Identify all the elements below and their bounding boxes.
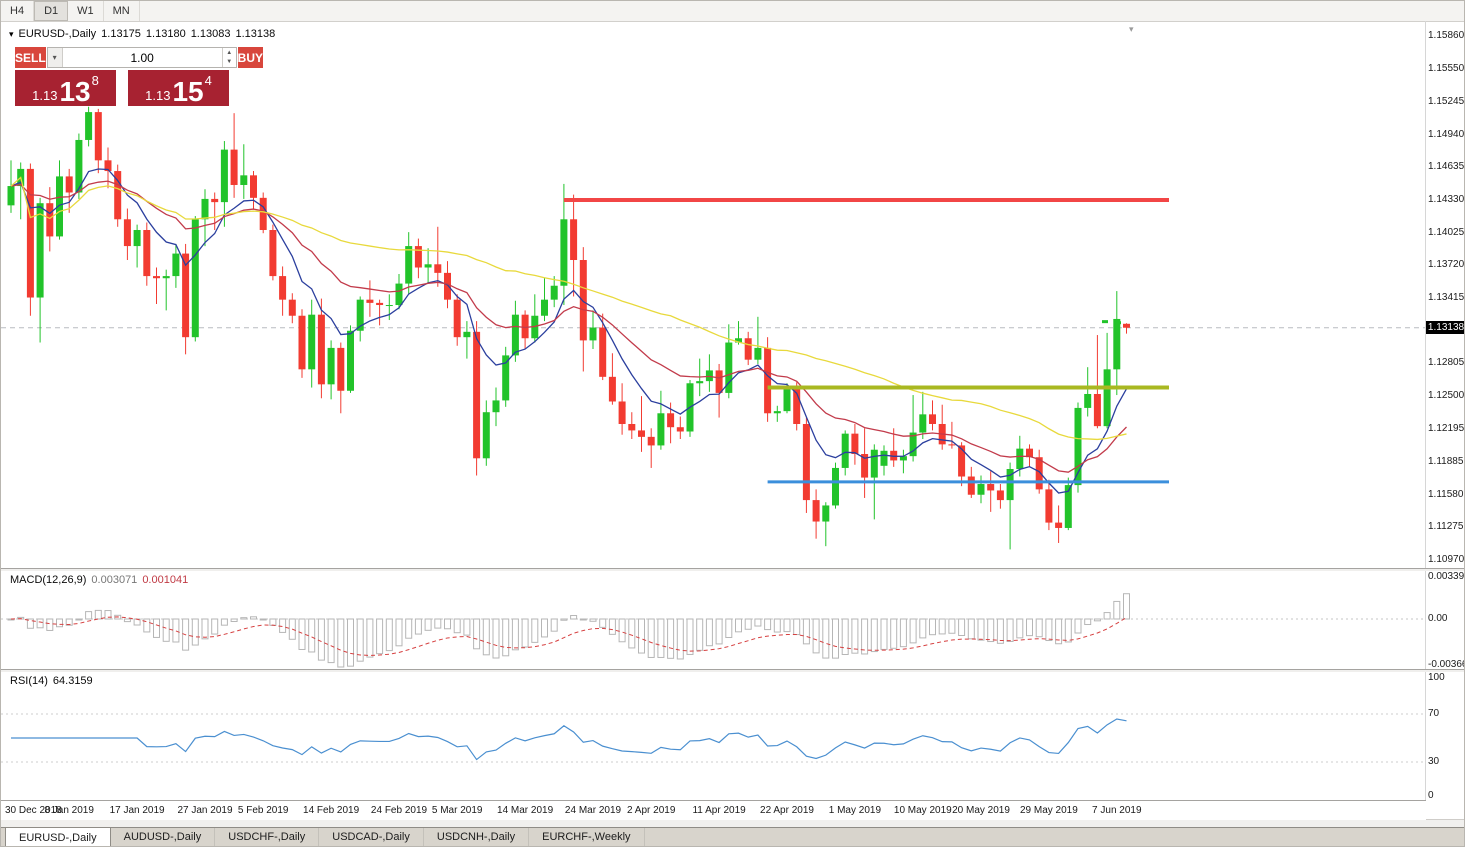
timeframe-button-mn[interactable]: MN [104, 1, 140, 21]
buy-price-big: 15 [172, 76, 204, 108]
buy-button[interactable]: BUY [237, 47, 264, 68]
price-axis-label: 1.10970 [1428, 554, 1465, 566]
ohlc-high: 1.13180 [145, 28, 186, 40]
ohlc-low: 1.13083 [190, 28, 231, 40]
sell-price-prefix: 1.13 [32, 88, 58, 103]
date-axis-label: 24 Feb 2019 [370, 805, 428, 816]
timeframe-button-d1[interactable]: D1 [34, 1, 69, 21]
rsi-axis-label: 70 [1428, 708, 1440, 719]
rsi-axis-label: 100 [1428, 672, 1445, 683]
price-axis-label: 1.11580 [1428, 488, 1464, 500]
price-axis-label: 1.13415 [1428, 292, 1465, 304]
sell-price-sup: 8 [91, 73, 99, 88]
price-axis-label: 1.12195 [1428, 422, 1465, 434]
price-axis-label: 1.14025 [1428, 226, 1465, 238]
chart-ohlc-header: ▾ EURUSD-,Daily 1.13175 1.13180 1.13083 1.131… [9, 28, 280, 40]
price-axis-label: 1.14635 [1428, 161, 1465, 173]
price-axis-label: 1.15550 [1428, 63, 1465, 75]
date-axis-label: 2 Apr 2019 [627, 805, 676, 816]
chart-symbol-title: EURUSD-,Daily [18, 28, 97, 40]
rsi-name: RSI(14) [10, 675, 48, 687]
tab-eurusd-daily[interactable]: EURUSD-,Daily [5, 827, 111, 846]
tab-usdcnh-daily[interactable]: USDCNH-,Daily [424, 828, 530, 846]
date-axis-label: 14 Feb 2019 [303, 805, 360, 816]
timeframe-button-w1[interactable]: W1 [68, 1, 104, 21]
volume-dropdown-icon[interactable]: ▾ [47, 48, 63, 67]
price-axis-label: 1.14330 [1428, 193, 1465, 205]
date-axis-label: 8 Jan 2019 [44, 805, 94, 816]
price-axis-label: 1.15860 [1428, 30, 1465, 41]
date-axis-label: 5 Feb 2019 [237, 805, 289, 816]
ohlc-open: 1.13175 [101, 28, 141, 40]
rsi-panel-canvas[interactable] [1, 672, 1426, 800]
date-axis-label: 27 Jan 2019 [177, 805, 233, 816]
rsi-value: 64.3159 [52, 675, 93, 687]
date-axis-label: 22 Apr 2019 [760, 805, 814, 816]
macd-signal-value: 0.001041 [142, 574, 189, 586]
macd-name: MACD(12,26,9) [10, 574, 87, 586]
volume-input[interactable] [62, 48, 222, 67]
macd-main-value: 0.003071 [91, 574, 138, 586]
one-click-toggle-icon[interactable]: ▾ [9, 29, 14, 39]
rsi-axis-label: 0 [1428, 790, 1434, 801]
buy-price-prefix: 1.13 [145, 88, 171, 103]
date-axis[interactable]: 30 Dec 2018 8 Jan 2019 17 Jan 2019 27 Jan 2… [1, 800, 1426, 820]
sell-button[interactable]: SELL [15, 47, 46, 68]
chart-shift-icon[interactable]: ▾ [1129, 24, 1134, 34]
one-click-trading-panel: SELL ▾ ▲ ▼ BUY 1.13 13 8 1.13 15 4 [15, 47, 264, 106]
volume-control: ▾ ▲ ▼ [46, 47, 237, 68]
volume-spinner[interactable]: ▲ ▼ [221, 48, 236, 67]
macd-axis-label: -0.003664 [1428, 659, 1464, 671]
date-axis-label: 29 May 2019 [1019, 805, 1078, 816]
macd-axis-label: 0.003392 [1428, 571, 1465, 582]
date-axis-label: 14 Mar 2019 [497, 805, 554, 816]
price-axis-label: 1.11885 [1428, 456, 1464, 468]
rsi-indicator-label: RSI(14) 64.3159 [10, 675, 93, 687]
price-axis-label: 1.13720 [1428, 259, 1465, 271]
spinner-down-icon[interactable]: ▼ [226, 59, 233, 66]
date-axis-label: 1 May 2019 [828, 805, 882, 816]
date-axis-label: 5 Mar 2019 [431, 805, 483, 816]
price-chart-canvas[interactable] [1, 21, 1426, 569]
price-axis[interactable]: 1.15860 1.15550 1.15245 1.14940 1.14635 1.143… [1426, 1, 1465, 821]
macd-indicator-label: MACD(12,26,9) 0.003071 0.001041 [10, 574, 188, 586]
tab-eurchf-weekly[interactable]: EURCHF-,Weekly [529, 828, 645, 846]
date-axis-label: 17 Jan 2019 [109, 805, 165, 816]
buy-price-button[interactable]: 1.13 15 4 [128, 70, 229, 106]
sell-price-big: 13 [59, 76, 91, 108]
macd-panel-splitter[interactable] [1, 568, 1464, 571]
tab-audusd-daily[interactable]: AUDUSD-,Daily [111, 828, 216, 846]
buy-price-sup: 4 [204, 73, 212, 88]
timeframe-button-group: H4 D1 W1 MN [1, 1, 140, 21]
sell-price-button[interactable]: 1.13 13 8 [15, 70, 116, 106]
date-axis-label: 24 Mar 2019 [564, 805, 622, 816]
date-axis-label: 10 May 2019 [893, 805, 952, 816]
macd-panel-canvas[interactable] [1, 571, 1426, 669]
macd-axis-label: 0.00 [1428, 613, 1448, 624]
rsi-axis-label: 30 [1428, 756, 1440, 767]
axis-separator-line [1425, 21, 1426, 820]
date-axis-label: 7 Jun 2019 [1092, 805, 1142, 816]
rsi-panel-splitter[interactable] [1, 669, 1464, 672]
date-axis-label: 30 Dec 2018 [5, 805, 62, 816]
timeframe-toolbar: H4 D1 W1 MN [1, 1, 1464, 22]
tab-usdcad-daily[interactable]: USDCAD-,Daily [319, 828, 424, 846]
price-axis-label: 1.12805 [1428, 357, 1465, 369]
spinner-up-icon[interactable]: ▲ [226, 49, 233, 56]
ohlc-close: 1.13138 [235, 28, 276, 40]
price-axis-label: 1.11275 [1428, 521, 1464, 533]
price-axis-label: 1.15245 [1428, 95, 1465, 107]
current-price-tag: 1.13138 [1426, 320, 1465, 334]
chart-tab-bar: EURUSD-,Daily AUDUSD-,Daily USDCHF-,Daily U… [1, 827, 1464, 846]
date-axis-label: 11 Apr 2019 [692, 805, 746, 816]
date-axis-label: 20 May 2019 [952, 805, 1010, 816]
timeframe-button-h4[interactable]: H4 [1, 1, 35, 21]
price-axis-label: 1.14940 [1428, 128, 1465, 140]
tab-usdchf-daily[interactable]: USDCHF-,Daily [215, 828, 320, 846]
price-axis-label: 1.12500 [1428, 390, 1465, 402]
